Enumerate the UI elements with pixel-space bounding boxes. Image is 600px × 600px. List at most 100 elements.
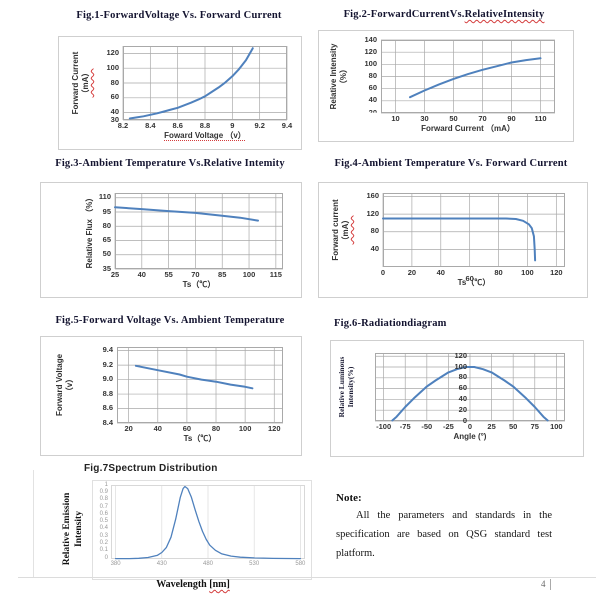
fig3-tick-label: 110 [98,192,111,202]
fig4-title: Fig.4-Ambient Temperature Vs. Forward Cu… [316,158,586,169]
fig3-tick-label: 35 [102,263,111,273]
fig7-tick-label: 0.4 [99,525,108,532]
fig5-tick-label: 8.6 [102,403,113,413]
fig6-tick-label: 0 [462,415,467,425]
fig5-plot-area [117,347,283,424]
fig6-title-text: Fig.6-Radiationdiagram [334,318,447,329]
fig5-chart: Forward Voltage （v） Ts（℃） 20 40 60 80 100 120 8… [40,336,302,456]
fig6-tick-label: 20 [458,404,467,414]
fig7-tick-label: 1 [104,481,108,488]
fig3-tick-label: 70 [191,270,200,279]
fig3-tick-label: 55 [164,270,173,279]
fig4-tick-label: 120 [550,268,563,277]
fig2-plot-area [381,39,555,114]
fig6-tick-label: 100 [454,361,467,371]
fig1-tick-label: 8.6 [172,121,183,130]
note-heading: Note: [336,492,362,504]
fig7-tick-label: 0.7 [99,503,108,510]
fig5-tick-label: 20 [124,424,133,433]
fig7-tick-label: 0.5 [99,518,108,525]
fig4-plot-area [382,193,565,267]
fig1-x-axis-label: Foward Voltage （v） [164,131,246,140]
fig4-tick-label: 40 [370,243,379,253]
fig5-tick-label: 80 [211,424,221,433]
fig7-tick-label: 0.8 [99,496,108,503]
fig2-x-axis-label: Forward Current （mA） [421,124,515,133]
fig6-tick-label: -50 [421,422,433,431]
fig3-x-axis-label: Ts（℃） [182,280,216,289]
fig2-tick-label: 20 [368,107,377,117]
fig1-tick-label: 30 [110,114,119,124]
fig3-tick-label: 85 [218,270,227,279]
fig1-tick-label: 9 [230,121,235,130]
fig6-plot-area [375,353,565,422]
fig5-tick-label: 40 [153,424,162,433]
fig2-tick-label: 50 [449,114,458,123]
fig7-title: Fig.7Spectrum Distribution [84,463,218,474]
fig7-tick-label: 580 [295,561,306,567]
fig4-chart: Forward current （mA） Ts（℃） 0 20 40 60 80 100 12… [318,182,588,298]
fig6-tick-label: 80 [458,372,467,382]
fig3-plot-area [114,193,283,270]
fig1-tick-label: 60 [110,92,119,102]
fig2-title: Fig.2-ForwardCurrentVs.RelativeIntensity [316,9,572,20]
fig4-title-text: Fig.4-Ambient Temperature Vs. Forward Cu… [334,158,568,169]
fig2-tick-label: 80 [368,71,377,80]
fig1-tick-label: 40 [110,107,119,117]
fig6-tick-label: 60 [458,383,467,393]
fig3-chart: Relative Flux （%） Ts（℃） 25 40 55 70 85 100 115… [40,182,302,298]
fig7-chart: 380 430 480 530 580 0 0.1 0.2 0.3 0.4 0.5 0.6 0.7 0.8… [92,480,312,580]
fig4-x-axis-label: Ts（℃） [457,278,491,287]
fig7-x-axis-label: Wavelength [nm] [156,579,230,590]
fig7-tick-label: 530 [249,561,260,567]
fig4-tick-label: 60 [465,274,474,283]
fig5-title: Fig.5-Forward Voltage Vs. Ambient Temper… [40,315,300,326]
fig7-title-text: Fig.7Spectrum Distribution [84,463,218,474]
fig3-tick-label: 95 [102,206,111,216]
left-border-line [33,470,34,577]
fig6-tick-label: 120 [454,350,467,360]
fig4-y-axis-label: Forward current （mA） [331,199,350,261]
note-body: All the parameters and standards in the … [336,510,552,559]
footer-divider [18,577,596,578]
fig2-tick-label: 90 [507,114,516,123]
fig1-tick-label: 120 [106,47,119,57]
fig1-plot-area [122,46,288,121]
fig2-tick-label: 120 [364,46,377,56]
fig5-tick-label: 9.0 [102,374,113,384]
fig1-tick-label: 8.2 [117,121,129,130]
fig1-tick-label: 8.8 [199,121,211,130]
fig3-tick-label: 80 [102,220,111,230]
fig6-y-axis-label: Relative Luminous Intensity(%) [337,356,355,418]
fig3-tick-label: 25 [110,270,120,279]
fig1-tick-label: 9.4 [281,121,293,130]
fig4-tick-label: 160 [366,191,379,201]
fig5-x-axis-label: Ts（℃） [183,434,217,443]
fig1-tick-label: 100 [106,62,119,72]
fig2-title-text: Fig.2-ForwardCurrentVs. [343,9,465,20]
fig2-tick-label: 100 [364,58,377,68]
fig6-chart: Relative Luminous Intensity(%) Angle (°) … [330,340,584,457]
fig6-tick-label: -25 [442,422,454,431]
fig7-tick-label: 0.1 [99,547,108,554]
fig7-plot-area [111,485,305,560]
fig5-title-text: Fig.5-Forward Voltage Vs. Ambient Temper… [55,315,285,326]
fig5-tick-label: 9.4 [102,345,113,355]
fig4-tick-label: 120 [366,208,379,218]
fig6-tick-label: -75 [399,422,411,431]
fig6-tick-label: 100 [550,422,563,431]
fig2-tick-label: 140 [364,34,377,44]
fig2-tick-label: 70 [478,114,487,123]
fig5-tick-label: 100 [238,424,252,433]
fig3-tick-label: 65 [102,235,111,244]
fig2-tick-label: 60 [368,83,377,93]
fig3-title: Fig.3-Ambient Temperature Vs.Relative In… [40,158,300,169]
fig1-tick-label: 9.2 [254,121,265,130]
fig5-tick-label: 8.8 [102,388,113,398]
fig4-tick-label: 40 [436,268,445,277]
fig1-title-text: Fig.1-ForwardVoltage Vs. Forward Current [76,10,282,21]
fig3-tick-label: 115 [269,270,282,279]
fig5-tick-label: 8.4 [102,417,113,427]
fig6-tick-label: 75 [530,422,539,431]
fig2-y-axis-label: Relative Intensity （%） [329,43,348,110]
